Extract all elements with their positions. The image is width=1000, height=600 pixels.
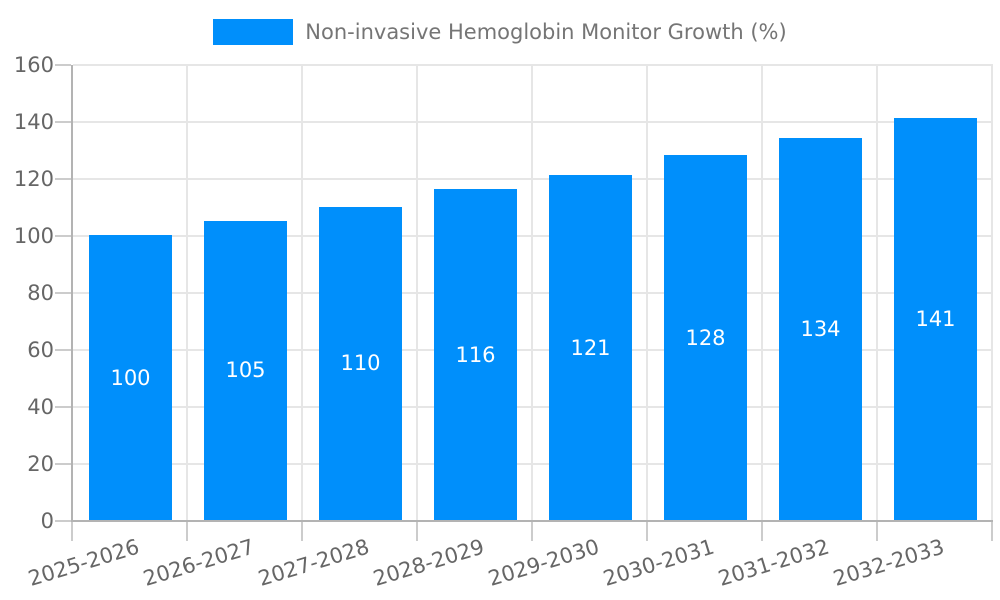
bar-value-label: 100: [110, 365, 151, 390]
gridline-horizontal: [73, 178, 993, 180]
y-axis-tick-label: 100: [13, 224, 54, 248]
y-axis-tick: [55, 520, 71, 522]
gridline-horizontal: [73, 121, 993, 123]
x-axis-tick: [761, 521, 763, 541]
y-axis-tick: [55, 235, 71, 237]
x-axis-tick: [416, 521, 418, 541]
gridline-vertical: [646, 65, 648, 521]
bar-value-label: 116: [455, 342, 496, 367]
x-category-label: 2029-2030: [485, 534, 603, 591]
gridline-vertical: [876, 65, 878, 521]
y-axis-tick-label: 140: [13, 110, 54, 134]
gridline-vertical: [301, 65, 303, 521]
legend-label: Non-invasive Hemoglobin Monitor Growth (…: [305, 20, 787, 44]
y-axis-tick-label: 60: [27, 338, 54, 362]
bar[interactable]: 128: [664, 155, 747, 520]
x-category-label: 2027-2028: [255, 534, 373, 591]
y-axis-tick: [55, 121, 71, 123]
gridline-horizontal: [73, 406, 993, 408]
y-axis-tick: [55, 406, 71, 408]
x-axis-tick: [71, 521, 73, 541]
gridline-vertical: [416, 65, 418, 521]
y-axis-tick: [55, 64, 71, 66]
bar-value-label: 141: [915, 307, 956, 332]
legend: Non-invasive Hemoglobin Monitor Growth (…: [0, 19, 1000, 45]
bar-value-label: 110: [340, 351, 381, 376]
bar[interactable]: 110: [319, 206, 402, 520]
legend-item[interactable]: Non-invasive Hemoglobin Monitor Growth (…: [213, 19, 787, 45]
gridline-horizontal: [73, 463, 993, 465]
x-axis-tick: [531, 521, 533, 541]
y-axis-tick-label: 20: [27, 452, 54, 476]
gridline-horizontal: [73, 235, 993, 237]
gridline-horizontal: [73, 64, 993, 66]
x-category-label: 2030-2031: [600, 534, 718, 591]
y-axis-line: [71, 65, 73, 521]
bar[interactable]: 100: [89, 235, 172, 520]
y-axis-tick-label: 160: [13, 53, 54, 77]
x-axis-tick: [646, 521, 648, 541]
x-category-label: 2026-2027: [140, 534, 258, 591]
y-axis-tick: [55, 178, 71, 180]
gridline-horizontal: [73, 292, 993, 294]
plot-area: 0 20 40 60 80 100 120 140 160 100 2025-2026 105 2026…: [14, 53, 993, 591]
y-axis-tick-label: 120: [13, 167, 54, 191]
y-axis-tick: [55, 349, 71, 351]
y-axis-tick-label: 40: [27, 395, 54, 419]
legend-swatch: [213, 19, 294, 45]
bar-value-label: 105: [225, 358, 266, 383]
gridline-vertical: [186, 65, 188, 521]
gridline-vertical: [531, 65, 533, 521]
gridline-vertical: [991, 65, 993, 521]
x-category-label: 2032-2033: [830, 534, 948, 591]
y-axis-tick: [55, 292, 71, 294]
gridline-vertical: [761, 65, 763, 521]
x-axis-tick: [991, 521, 993, 541]
bar[interactable]: 134: [779, 138, 862, 520]
x-axis-tick: [876, 521, 878, 541]
y-axis-tick: [55, 463, 71, 465]
gridline-horizontal: [73, 349, 993, 351]
bar-value-label: 134: [800, 317, 841, 342]
bar-value-label: 121: [570, 335, 611, 360]
x-axis-tick: [186, 521, 188, 541]
bar[interactable]: 116: [434, 189, 517, 520]
bar[interactable]: 141: [894, 118, 977, 520]
bar[interactable]: 105: [204, 220, 287, 520]
x-axis-tick: [301, 521, 303, 541]
y-axis-tick-label: 0: [40, 509, 54, 533]
x-category-label: 2025-2026: [25, 534, 143, 591]
x-category-label: 2028-2029: [370, 534, 488, 591]
bar-value-label: 128: [685, 325, 726, 350]
x-axis-line: [71, 520, 993, 522]
y-axis-tick-label: 80: [27, 281, 54, 305]
x-category-label: 2031-2032: [715, 534, 833, 591]
bar[interactable]: 121: [549, 175, 632, 520]
